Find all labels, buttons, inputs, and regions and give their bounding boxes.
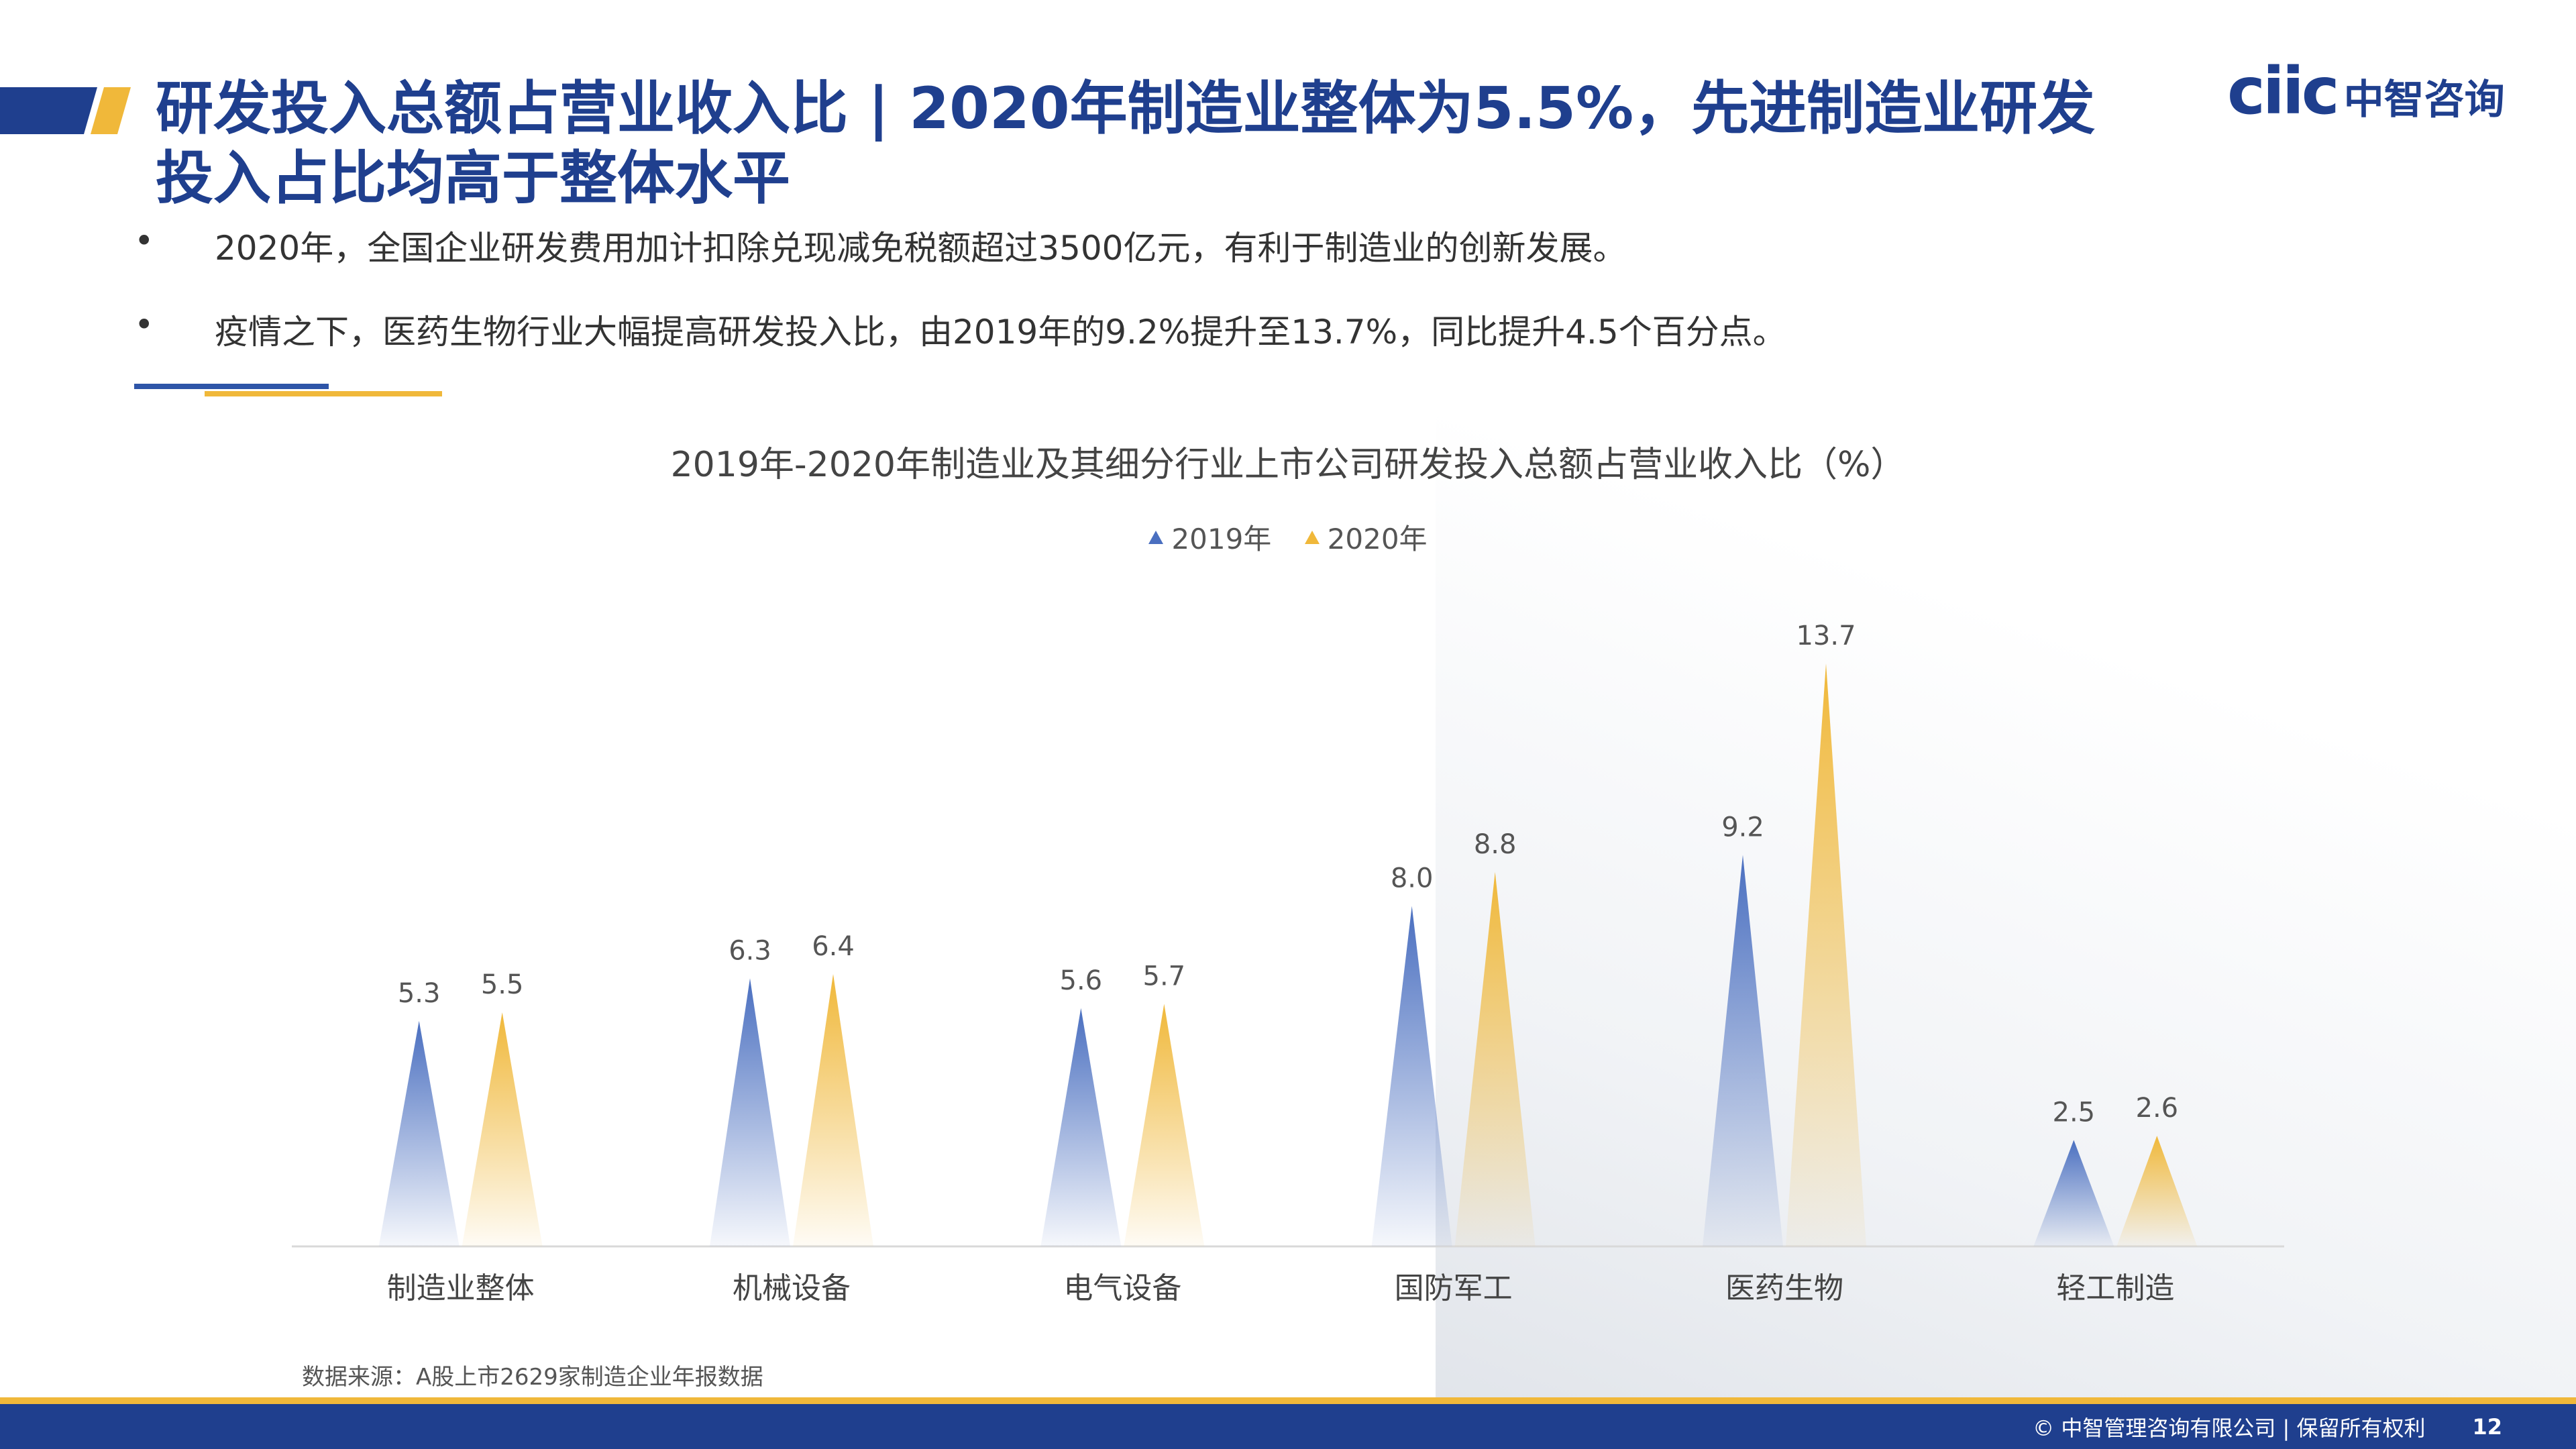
page-title: 研发投入总额占营业收入比 | 2020年制造业整体为5.5%，先进制造业研发投入… — [156, 75, 2096, 212]
bar-2020年-制造业整体 — [462, 1012, 543, 1246]
legend-label-2019: 2019年 — [1171, 523, 1272, 555]
legend-marker-2020 — [1304, 530, 1320, 544]
chart-title: 2019年-2020年制造业及其细分行业上市公司研发投入总额占营业收入比（%） — [670, 445, 1906, 485]
data-label: 6.4 — [812, 931, 855, 962]
bar-2019年-轻工制造 — [2033, 1140, 2114, 1246]
bar-2020年-国防军工 — [1454, 871, 1536, 1246]
bar-2019年-机械设备 — [710, 978, 790, 1246]
bar-2019年-电气设备 — [1040, 1008, 1122, 1246]
x-tick-label: 制造业整体 — [387, 1271, 535, 1305]
accent-line-gold — [205, 391, 442, 396]
bar-2020年-电气设备 — [1124, 1004, 1205, 1246]
bar-2020年-医药生物 — [1786, 663, 1866, 1246]
logo-brand-text: ciic — [2227, 54, 2340, 129]
bullet-dot: • — [134, 221, 154, 260]
legend-item-2019: 2019年 — [1148, 517, 1271, 557]
bar-2020年-机械设备 — [793, 974, 873, 1246]
company-logo: ciic 中智咨询 — [2227, 54, 2505, 129]
data-label: 5.6 — [1060, 965, 1103, 996]
data-label: 5.7 — [1143, 961, 1186, 991]
bar-2019年-医药生物 — [1703, 855, 1783, 1246]
bullet-list: • 2020年，全国企业研发费用加计扣除兑现减免税额超过3500亿元，有利于制造… — [134, 221, 1786, 389]
bullet-item: • 2020年，全国企业研发费用加计扣除兑现减免税额超过3500亿元，有利于制造… — [134, 221, 1786, 305]
background-shade — [1436, 392, 2576, 1399]
data-label: 8.8 — [1474, 829, 1517, 860]
logo-chinese-text: 中智咨询 — [2343, 76, 2505, 123]
legend-marker-2019 — [1148, 530, 1164, 544]
bullet-dot: • — [134, 305, 154, 344]
legend-label-2020: 2020年 — [1327, 523, 1428, 555]
bar-2019年-制造业整体 — [378, 1020, 460, 1246]
data-label: 5.3 — [398, 978, 441, 1009]
x-tick-label: 国防军工 — [1395, 1271, 1513, 1305]
bullet-text: 疫情之下，医药生物行业大幅提高研发投入比，由2019年的9.2%提升至13.7%… — [215, 313, 1786, 352]
bullet-text: 2020年，全国企业研发费用加计扣除兑现减免税额超过3500亿元，有利于制造业的… — [215, 229, 1627, 268]
x-tick-label: 电气设备 — [1063, 1271, 1181, 1305]
bar-2019年-国防军工 — [1371, 906, 1452, 1246]
data-label: 2.5 — [2053, 1097, 2096, 1128]
legend-item-2020: 2020年 — [1304, 517, 1428, 557]
chart-legend: 2019年 2020年 — [0, 517, 2576, 557]
data-label: 6.3 — [729, 935, 771, 966]
data-label: 9.2 — [1721, 812, 1764, 843]
bullet-item: • 疫情之下，医药生物行业大幅提高研发投入比，由2019年的9.2%提升至13.… — [134, 305, 1786, 389]
data-label: 5.5 — [481, 969, 524, 1000]
data-label: 2.6 — [2136, 1093, 2179, 1124]
x-tick-label: 医药生物 — [1725, 1271, 1843, 1305]
page-number: 12 — [2472, 1413, 2502, 1440]
data-source-note: 数据来源：A股上市2629家制造企业年报数据 — [302, 1364, 763, 1391]
bar-2020年-轻工制造 — [2116, 1136, 2198, 1246]
footer-bar: © 中智管理咨询有限公司 | 保留所有权利 12 — [0, 1404, 2576, 1449]
data-label: 8.0 — [1391, 863, 1434, 894]
x-tick-label: 机械设备 — [733, 1271, 851, 1305]
title-stripes — [0, 87, 131, 134]
footer-copyright: © 中智管理咨询有限公司 | 保留所有权利 — [2033, 1415, 2426, 1441]
x-tick-label: 轻工制造 — [2056, 1271, 2174, 1305]
data-label: 13.7 — [1796, 621, 1856, 651]
accent-line-blue — [134, 384, 329, 389]
footer-gold-line — [0, 1397, 2576, 1404]
